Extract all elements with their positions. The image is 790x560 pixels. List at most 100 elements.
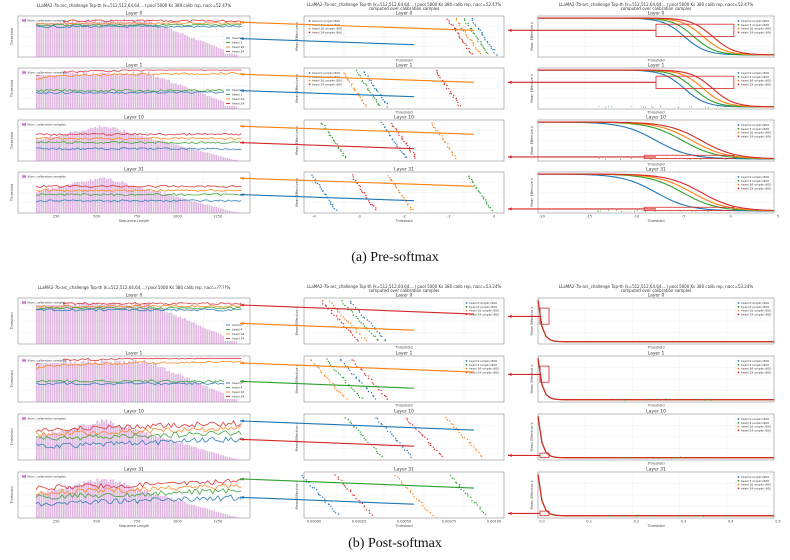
scatter-point — [360, 337, 363, 339]
histogram-bar — [208, 451, 211, 460]
scatter-point — [401, 135, 403, 137]
histogram-bar — [186, 87, 188, 109]
right-legend-label: head 0 sorpkn 800 — [741, 175, 769, 179]
legend-marker — [308, 20, 311, 22]
histogram-bar — [38, 190, 40, 213]
histogram-bar — [215, 46, 218, 57]
histogram-bar — [235, 399, 238, 402]
scatter-point — [333, 305, 335, 307]
legend-marker — [737, 27, 740, 30]
scatter-point — [424, 436, 426, 438]
histogram-bar — [222, 101, 224, 109]
histogram-bar — [137, 135, 139, 161]
scatter-point — [394, 475, 396, 477]
arrow-head — [508, 155, 512, 159]
mid-x-tick: -2 — [402, 215, 406, 219]
histogram-bar — [80, 22, 83, 57]
left-panel-title: Layer 31 — [124, 467, 144, 473]
left-x-tick: 500 — [93, 215, 100, 219]
arrow-line — [239, 380, 415, 389]
histogram-bar — [233, 398, 236, 402]
histogram-bar — [105, 479, 108, 518]
legend-marker — [737, 367, 740, 370]
histogram-bar — [161, 140, 164, 161]
histogram-bar — [65, 486, 67, 518]
histogram-bar — [206, 95, 209, 109]
histogram-bar — [123, 182, 126, 213]
histogram-bar — [231, 516, 233, 518]
scatter-point — [421, 433, 423, 436]
legend-marker — [737, 429, 740, 432]
histogram-bar — [137, 186, 139, 213]
histogram-bar — [143, 432, 146, 460]
head-series-line — [35, 379, 242, 383]
histogram-bar — [62, 134, 65, 161]
histogram-bar — [134, 488, 137, 518]
scatter-point — [313, 362, 315, 365]
histogram-bar — [56, 21, 58, 57]
histogram-bar — [229, 104, 231, 109]
scatter-point — [310, 359, 313, 362]
scatter-point — [492, 48, 494, 51]
histogram-bar — [220, 334, 222, 344]
scatter-point — [382, 123, 384, 126]
histogram-bar — [235, 341, 238, 344]
histogram-bar — [229, 515, 231, 518]
scatter-point — [370, 203, 372, 206]
scatter-point — [324, 125, 326, 127]
histogram-bar — [168, 143, 170, 161]
histogram-bar — [40, 491, 43, 518]
scatter-point — [344, 73, 346, 76]
scatter-point — [360, 434, 362, 436]
histogram-bar — [226, 103, 229, 109]
connector-arrow — [508, 155, 656, 159]
histogram-bar — [119, 74, 121, 109]
scatter-point — [349, 369, 351, 371]
scatter-point — [445, 87, 448, 90]
scatter-point — [455, 19, 458, 21]
scatter-point — [374, 335, 376, 337]
histogram-bar — [47, 21, 49, 58]
scatter-point — [455, 28, 457, 30]
histogram-bar — [105, 419, 108, 460]
scatter-point — [627, 514, 628, 516]
histogram-bar — [179, 316, 182, 344]
histogram-bar — [188, 504, 191, 518]
scatter-point — [392, 125, 395, 128]
histogram-bar — [116, 305, 119, 344]
legend-swatch-hist — [22, 301, 26, 304]
arrow-line — [239, 38, 415, 46]
histogram-bar — [56, 136, 58, 161]
histogram-bar — [107, 127, 110, 161]
mid-x-label: Threshold — [394, 59, 412, 63]
scatter-point — [418, 430, 420, 433]
histogram-bar — [195, 201, 197, 213]
histogram-bar — [199, 383, 202, 402]
histogram-bar — [40, 22, 43, 57]
histogram-bar — [65, 134, 67, 161]
histogram-bar — [98, 305, 101, 344]
scatter-point — [392, 138, 394, 141]
histogram-bar — [58, 186, 61, 213]
histogram-bar — [190, 149, 193, 161]
scatter-point — [467, 495, 469, 497]
mid-x-tick: 0.00050 — [397, 520, 411, 524]
histogram-bar — [190, 322, 193, 344]
scatter-point — [319, 370, 322, 372]
histogram-bar — [76, 427, 78, 460]
scatter-point — [377, 104, 379, 106]
right-panel-title: Layer 31 — [646, 467, 666, 473]
scatter-point — [328, 134, 331, 136]
right-y-label: Mean Effective k — [530, 480, 534, 510]
post-softmax-figure: LLaMA2-7b-arc_challenge Top-th (k=512,51… — [10, 284, 781, 528]
scatter-point — [463, 490, 465, 492]
histogram-bar — [121, 363, 123, 402]
histogram-bar — [229, 457, 231, 460]
scatter-point — [344, 379, 347, 382]
histogram-bar — [92, 180, 94, 213]
histogram-bar — [217, 99, 220, 109]
legend-marker — [308, 79, 311, 82]
histogram-bar — [150, 433, 153, 460]
histogram-bar — [71, 305, 74, 344]
